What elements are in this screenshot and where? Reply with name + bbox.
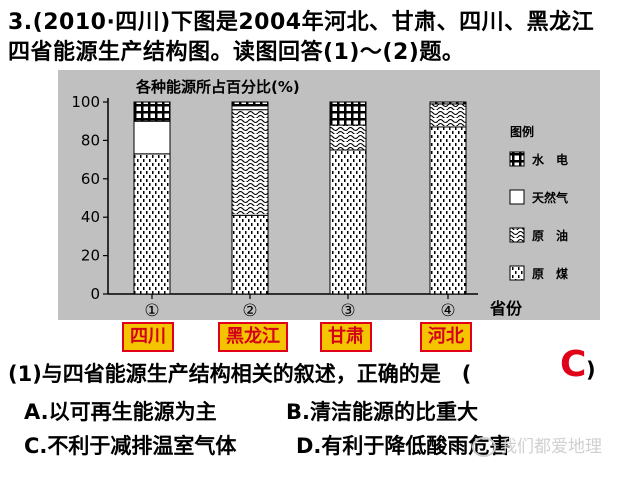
chart-title: 各种能源所占百分比(%)	[135, 78, 300, 96]
bar-segment-0-原煤	[133, 153, 171, 295]
y-tick-label: 80	[81, 131, 100, 149]
legend-label-原油: 原 油	[532, 228, 568, 243]
option-b: B.清洁能源的比重大	[286, 400, 478, 424]
legend-swatch-水电	[509, 151, 525, 167]
province-label-sichuan: 四川	[122, 322, 174, 352]
chart-svg: 各种能源所占百分比(%) 0 20 40 60 80 100 ① ② ③ ④ 省份 图例水 电天然气原…	[71, 78, 568, 320]
legend-label-原煤: 原 煤	[532, 266, 568, 281]
x-tick-label: ②	[242, 301, 257, 320]
y-tick-label: 20	[81, 247, 100, 265]
legend-title: 图例	[510, 124, 534, 139]
legend-label-水电: 水 电	[532, 152, 568, 167]
answer-mark: C	[560, 344, 587, 385]
bar-segment-2-原煤	[329, 149, 367, 295]
bar-segment-2-原油	[329, 124, 367, 151]
bar-segment-0-水电	[133, 101, 171, 122]
province-label-heilongjiang: 黑龙江	[218, 322, 288, 352]
bar-segment-1-天然气	[231, 105, 269, 111]
sub-question-1: (1)与四省能源生产结构相关的叙述，正确的是 (	[8, 362, 472, 386]
x-tick-label: ④	[440, 301, 455, 320]
energy-structure-chart: 各种能源所占百分比(%) 0 20 40 60 80 100 ① ② ③ ④ 省份 图例水 电天然气原…	[58, 70, 600, 320]
legend-swatch-天然气	[509, 189, 525, 205]
legend-swatch-原油	[509, 227, 525, 243]
legend-swatch-原煤	[509, 265, 525, 281]
province-label-gansu: 甘肃	[320, 322, 372, 352]
bar-segment-3-原油	[429, 103, 467, 128]
bar-segment-1-原煤	[231, 214, 269, 295]
x-tick-label: ①	[144, 301, 159, 320]
y-tick-label: 60	[81, 170, 100, 188]
y-tick-label: 40	[81, 208, 100, 226]
question-line-1: 3.(2010·四川)下图是2004年河北、甘肃、四川、黑龙江	[8, 10, 595, 35]
close-paren: )	[586, 358, 596, 382]
option-a: A.以可再生能源为主	[24, 400, 217, 424]
bar-segment-2-水电	[329, 101, 367, 126]
watermark: 我们都爱地理	[472, 432, 602, 457]
bar-segment-0-天然气	[133, 120, 171, 155]
bar-segment-3-原煤	[429, 126, 467, 295]
option-c: C.不利于减排温室气体	[24, 434, 237, 458]
watermark-text: 我们都爱地理	[500, 437, 602, 457]
y-tick-label: 100	[71, 93, 100, 111]
bar-segment-1-水电	[231, 101, 269, 107]
bar-segment-3-水电	[429, 101, 467, 105]
wechat-icon	[472, 437, 496, 457]
question-line-2: 四省能源生产结构图。读图回答(1)～(2)题。	[8, 40, 465, 65]
province-label-hebei: 河北	[420, 322, 472, 352]
bar-segment-1-原油	[231, 109, 269, 216]
legend-label-天然气: 天然气	[532, 190, 568, 205]
x-axis-label: 省份	[489, 299, 523, 318]
x-tick-label: ③	[340, 301, 355, 320]
y-tick-label: 0	[90, 285, 100, 303]
